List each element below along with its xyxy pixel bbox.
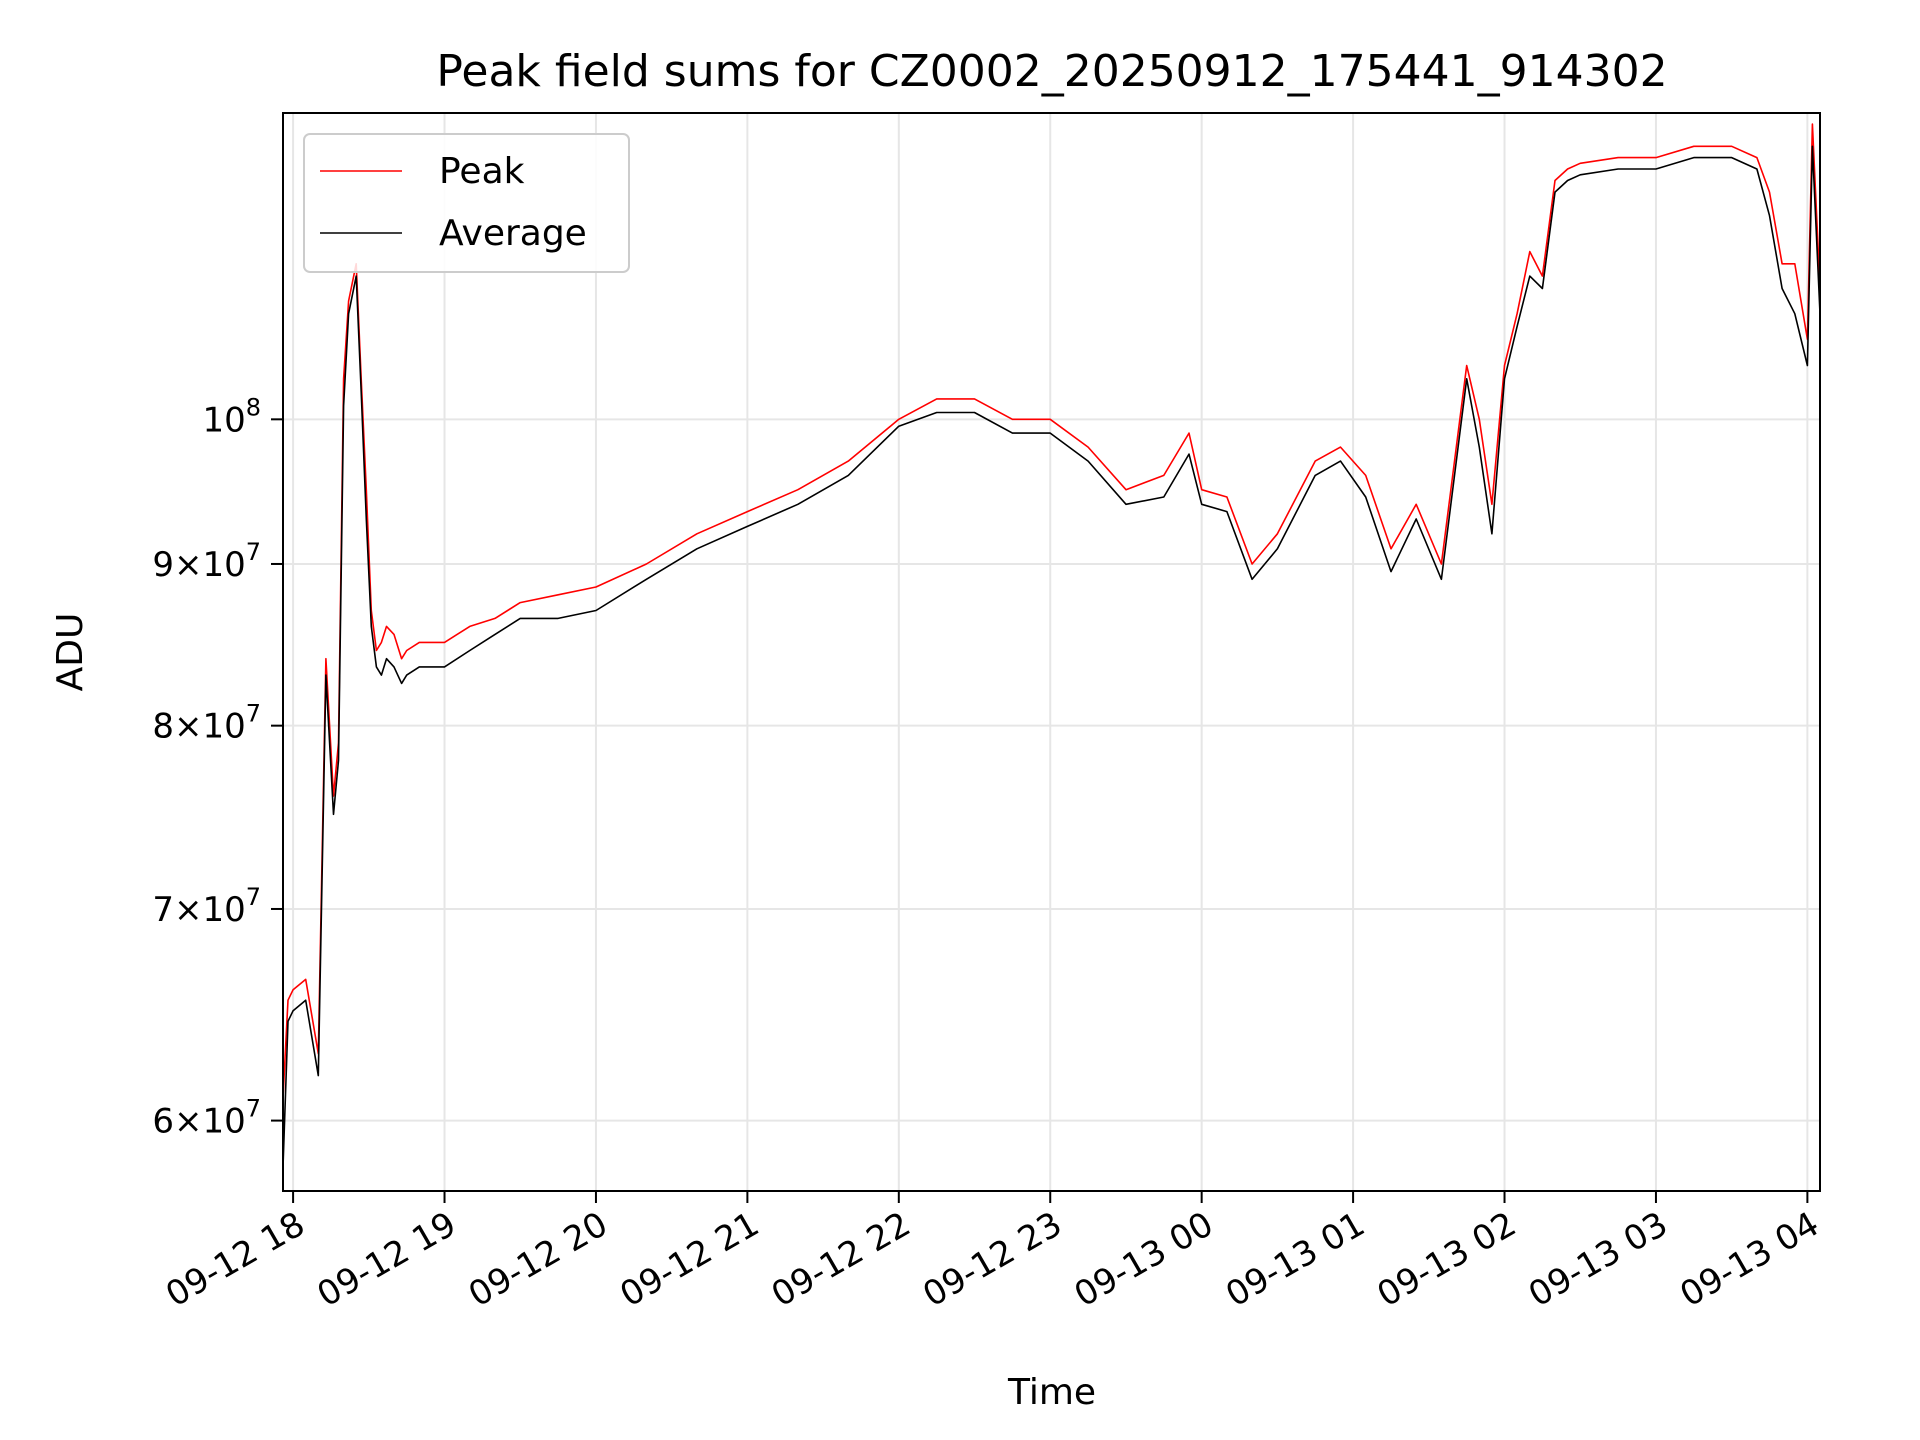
series-layer xyxy=(282,123,1821,1168)
y-tick-label: 6×107 xyxy=(152,1095,261,1142)
y-tick-label: 9×107 xyxy=(152,538,261,585)
legend-label-average: Average xyxy=(439,213,587,254)
y-axis-label: ADU xyxy=(50,613,91,692)
y-tick-label: 8×107 xyxy=(152,700,261,747)
x-axis-label: Time xyxy=(1007,1372,1096,1413)
y-tick-label: 108 xyxy=(202,393,261,440)
chart-title: Peak field sums for CZ0002_20250912_1754… xyxy=(436,46,1667,97)
legend: Peak Average xyxy=(303,133,630,273)
plot-frame xyxy=(282,112,1821,1192)
legend-label-peak: Peak xyxy=(439,151,525,192)
y-tick-label: 7×107 xyxy=(152,883,261,930)
y-axis-ticks: 6×107 7×107 8×107 9×107 108 xyxy=(152,393,283,1142)
series-line-peak xyxy=(282,123,1821,1098)
legend-box xyxy=(303,133,630,273)
grid xyxy=(283,113,1820,1191)
series-line-average xyxy=(282,145,1821,1168)
